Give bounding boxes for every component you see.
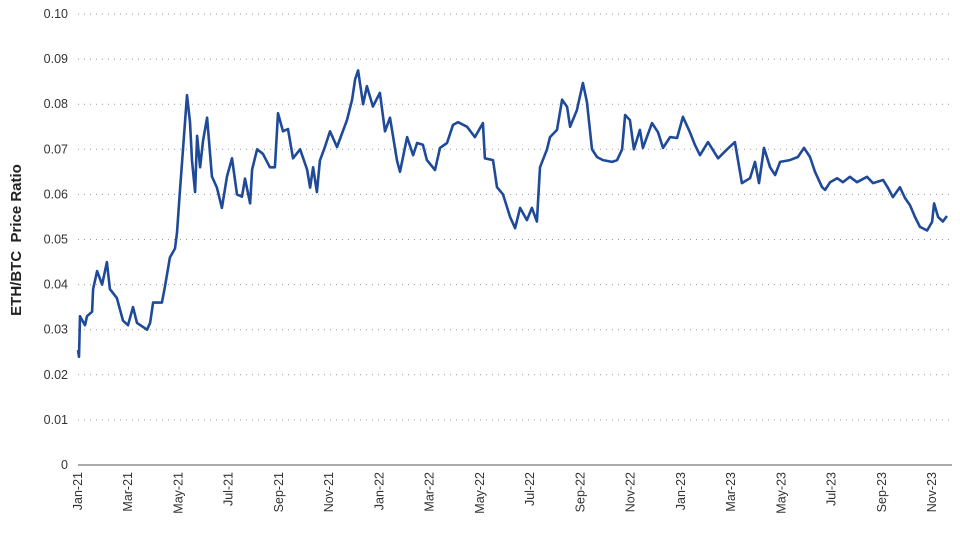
x-tick-label: May-23 xyxy=(774,472,788,514)
x-tick-label: May-21 xyxy=(171,472,185,514)
y-tick-label: 0.04 xyxy=(44,278,68,292)
x-tick-label: Nov-22 xyxy=(624,472,638,512)
y-tick-label: 0.07 xyxy=(44,142,68,156)
gridlines xyxy=(78,13,952,421)
x-tick-label: Jan-21 xyxy=(71,472,85,510)
x-tick-label: Sep-22 xyxy=(573,472,587,512)
x-tick-label: Nov-23 xyxy=(925,472,939,512)
series-line-eth-btc xyxy=(76,69,948,359)
y-axis-ticks: 0 0.01 0.02 0.03 0.04 0.05 0.06 0.07 0.08 0.09 0.1… xyxy=(44,7,68,472)
y-tick-label: 0.10 xyxy=(44,7,68,21)
x-tick-label: Sep-21 xyxy=(272,472,286,512)
y-tick-label: 0.05 xyxy=(44,233,68,247)
x-tick-label: May-22 xyxy=(473,472,487,514)
y-tick-label: 0.03 xyxy=(44,323,68,337)
y-tick-label: 0 xyxy=(61,458,68,472)
x-tick-label: Sep-23 xyxy=(875,472,889,512)
x-tick-label: Jan-22 xyxy=(372,472,386,510)
series-layer xyxy=(76,69,948,359)
x-tick-label: Jul-21 xyxy=(222,472,236,506)
y-tick-label: 0.09 xyxy=(44,52,68,66)
x-tick-label: Mar-23 xyxy=(724,472,738,512)
x-tick-label: Jul-22 xyxy=(523,472,537,506)
x-tick-label: Jan-23 xyxy=(674,472,688,510)
y-axis-label: ETH/BTC Price Ratio xyxy=(8,164,25,316)
y-tick-label: 0.06 xyxy=(44,187,68,201)
x-tick-label: Jul-23 xyxy=(825,472,839,506)
y-tick-label: 0.08 xyxy=(44,97,68,111)
y-tick-label: 0.02 xyxy=(44,368,68,382)
x-tick-label: Mar-22 xyxy=(423,472,437,512)
y-tick-label: 0.01 xyxy=(44,413,68,427)
x-tick-label: Nov-21 xyxy=(322,472,336,512)
x-axis-ticks: Jan-21 Mar-21 May-21 Jul-21 Sep-21 Nov-21 Jan-… xyxy=(71,472,939,514)
x-tick-label: Mar-21 xyxy=(121,472,135,512)
